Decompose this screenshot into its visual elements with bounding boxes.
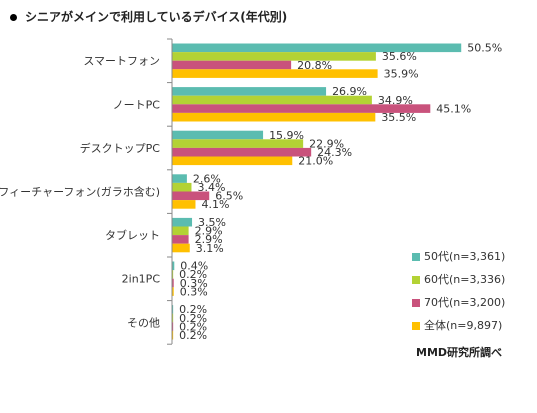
data-label: 35.9% bbox=[384, 67, 419, 80]
bar bbox=[172, 261, 175, 271]
legend-swatch bbox=[412, 276, 420, 284]
legend-swatch bbox=[412, 299, 420, 307]
bar bbox=[172, 200, 196, 209]
data-label: 35.6% bbox=[382, 50, 417, 63]
legend-label: 60代(n=3,336) bbox=[424, 273, 506, 286]
legend-item: 全体(n=9,897) bbox=[412, 314, 505, 337]
data-label: 15.9% bbox=[269, 129, 304, 142]
data-label: 0.3% bbox=[180, 285, 208, 298]
data-label: 3.5% bbox=[198, 216, 226, 229]
legend-item: 60代(n=3,336) bbox=[412, 268, 505, 291]
category-label: その他 bbox=[127, 316, 160, 329]
legend-label: 全体(n=9,897) bbox=[424, 319, 503, 332]
data-label: 34.9% bbox=[378, 94, 413, 107]
category-label: デスクトップPC bbox=[80, 141, 161, 155]
category-label: フィーチャーフォン(ガラホ含む) bbox=[0, 185, 160, 199]
bar bbox=[172, 104, 431, 113]
bar bbox=[172, 235, 189, 244]
category-label: タブレット bbox=[105, 228, 160, 242]
data-label: 0.2% bbox=[179, 268, 207, 281]
data-label: 4.1% bbox=[201, 198, 229, 211]
data-label: 2.9% bbox=[195, 233, 223, 246]
chart-title-text: シニアがメインで利用しているデバイス(年代別) bbox=[25, 10, 288, 24]
legend-label: 50代(n=3,361) bbox=[424, 250, 506, 263]
bar bbox=[172, 112, 376, 122]
bar bbox=[172, 313, 174, 323]
data-label: 0.2% bbox=[179, 320, 207, 333]
bar bbox=[172, 52, 376, 61]
data-label: 24.3% bbox=[317, 146, 352, 159]
data-label: 2.6% bbox=[193, 172, 221, 185]
data-label: 0.2% bbox=[179, 303, 207, 316]
bar bbox=[172, 270, 174, 279]
data-label: 21.0% bbox=[298, 155, 333, 168]
bar bbox=[172, 287, 174, 296]
data-label: 45.1% bbox=[436, 102, 471, 115]
bar bbox=[172, 305, 174, 314]
chart-legend: 50代(n=3,361) 60代(n=3,336) 70代(n=3,200) 全体(n… bbox=[412, 245, 505, 337]
bar bbox=[172, 278, 174, 288]
bar bbox=[172, 243, 190, 253]
data-label: 2.9% bbox=[195, 225, 223, 238]
bar bbox=[172, 322, 174, 331]
data-label: 0.3% bbox=[180, 277, 208, 290]
data-label: 3.4% bbox=[197, 181, 225, 194]
legend-item: 70代(n=3,200) bbox=[412, 291, 505, 314]
data-label: 6.5% bbox=[215, 190, 243, 203]
data-label: 26.9% bbox=[332, 85, 367, 98]
legend-swatch bbox=[412, 322, 420, 330]
bar bbox=[172, 217, 193, 227]
bar bbox=[172, 182, 192, 192]
data-label: 20.8% bbox=[297, 59, 332, 72]
legend-item: 50代(n=3,361) bbox=[412, 245, 505, 268]
category-label: ノートPC bbox=[113, 98, 161, 111]
data-label: 3.1% bbox=[196, 242, 224, 255]
bar bbox=[172, 191, 210, 201]
bar bbox=[172, 130, 264, 140]
bar bbox=[172, 226, 189, 236]
data-label: 35.5% bbox=[381, 111, 416, 124]
bar bbox=[172, 69, 378, 78]
bar bbox=[172, 174, 187, 183]
bar bbox=[172, 43, 462, 53]
bar bbox=[172, 87, 327, 96]
bar bbox=[172, 60, 292, 70]
title-bullet-icon bbox=[10, 14, 17, 21]
legend-label: 70代(n=3,200) bbox=[424, 296, 506, 309]
data-label: 22.9% bbox=[309, 137, 344, 150]
data-label: 0.2% bbox=[179, 329, 207, 342]
bar bbox=[172, 95, 372, 105]
data-label: 50.5% bbox=[467, 42, 502, 55]
data-label: 0.4% bbox=[180, 260, 208, 273]
bar bbox=[172, 330, 174, 340]
data-label: 0.2% bbox=[179, 312, 207, 325]
source-credit: MMD研究所調べ bbox=[416, 346, 503, 359]
bar bbox=[172, 139, 304, 148]
bar bbox=[172, 156, 293, 166]
category-label: スマートフォン bbox=[83, 55, 160, 68]
category-label: 2in1PC bbox=[122, 273, 161, 286]
bar bbox=[172, 147, 312, 157]
chart-title: シニアがメインで利用しているデバイス(年代別) bbox=[10, 8, 287, 25]
legend-swatch bbox=[412, 253, 420, 261]
